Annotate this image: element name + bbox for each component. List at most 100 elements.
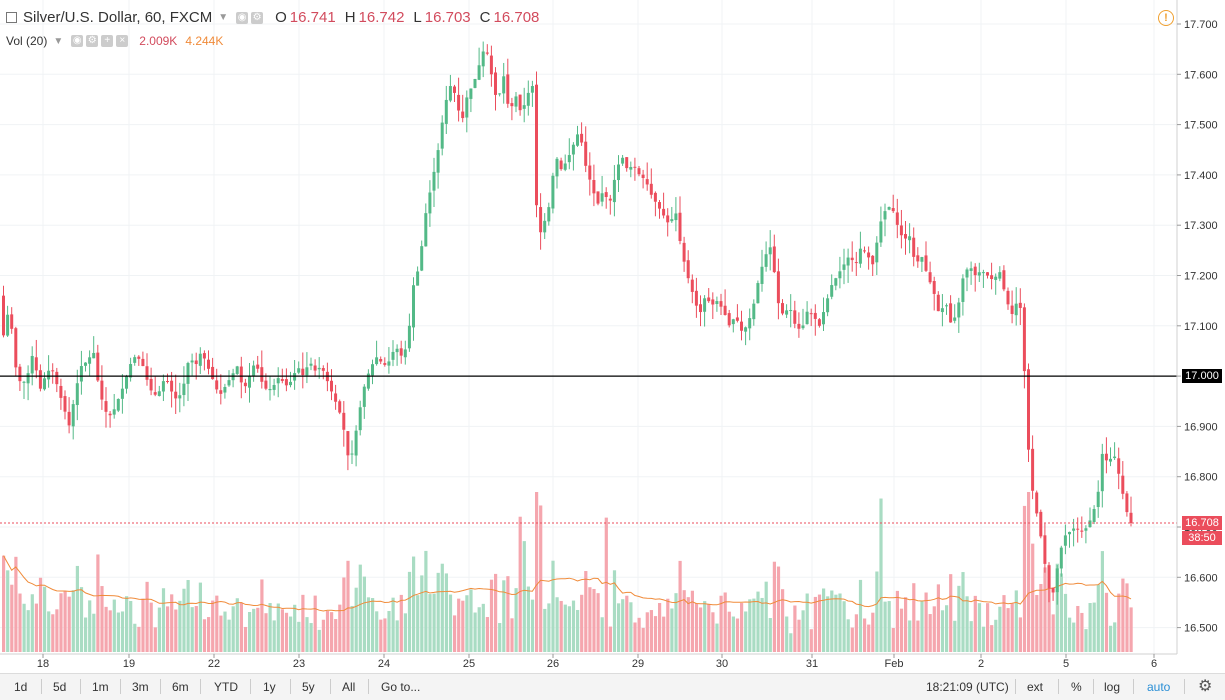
- candle-body: [161, 381, 165, 392]
- candle-body: [428, 192, 432, 214]
- volume-bar: [330, 612, 334, 652]
- chart-canvas[interactable]: 17.700 17.600 17.500 17.400 17.300 17.200 17.1…: [0, 0, 1225, 673]
- volume-bar: [317, 629, 321, 652]
- volume-bar: [945, 605, 949, 652]
- volume-bar: [936, 584, 940, 652]
- volume-bar: [649, 610, 653, 652]
- y-tick-label: 17.500: [1184, 120, 1218, 132]
- volume-bar: [1068, 617, 1072, 652]
- high-value: 16.742: [358, 9, 405, 26]
- volume-bar: [596, 593, 600, 652]
- chevron-down-icon[interactable]: ▼: [53, 35, 64, 47]
- ext-toggle[interactable]: ext: [1027, 680, 1044, 694]
- range-5y-button[interactable]: 5y: [302, 680, 315, 694]
- range-5d-button[interactable]: 5d: [53, 680, 67, 694]
- volume-bar: [174, 609, 178, 652]
- volume-bar: [63, 591, 67, 652]
- volume-bar: [809, 629, 813, 652]
- range-1m-button[interactable]: 1m: [92, 680, 109, 694]
- time-axis[interactable]: 18 19 22 23 24 25 26 29 30 31 Feb 2 5 6: [37, 654, 1157, 670]
- candle-body: [580, 133, 584, 143]
- symbol-title[interactable]: Silver/U.S. Dollar, 60, FXCM: [23, 9, 213, 26]
- auto-toggle[interactable]: auto: [1147, 680, 1171, 694]
- candle-body: [703, 298, 707, 312]
- volume-bar: [276, 603, 280, 652]
- volume-bar: [354, 587, 358, 652]
- candle-body: [846, 257, 850, 266]
- chevron-down-icon[interactable]: ▼: [218, 12, 229, 23]
- range-6m-button[interactable]: 6m: [172, 680, 189, 694]
- range-3m-button[interactable]: 3m: [132, 680, 149, 694]
- candle-body: [211, 366, 215, 380]
- percent-toggle[interactable]: %: [1071, 680, 1082, 694]
- volume-bar: [26, 610, 30, 652]
- candle-body: [494, 72, 497, 95]
- volume-bar: [715, 623, 719, 652]
- candle-body: [313, 365, 317, 371]
- volume-bar: [899, 608, 904, 652]
- range-ytd-button[interactable]: YTD: [214, 680, 238, 694]
- candle-body: [338, 401, 342, 413]
- candle-body: [1100, 453, 1104, 492]
- range-1y-button[interactable]: 1y: [263, 680, 276, 694]
- go-to-button[interactable]: Go to...: [381, 680, 421, 694]
- candle-body: [469, 88, 473, 99]
- volume-bar: [1080, 612, 1084, 652]
- log-toggle[interactable]: log: [1104, 680, 1121, 694]
- volume-bar: [79, 587, 84, 652]
- range-1d-button[interactable]: 1d: [14, 680, 28, 694]
- volume-bar: [748, 599, 752, 652]
- candle-body: [904, 234, 907, 239]
- collapse-legend-icon[interactable]: [6, 12, 17, 23]
- alert-icon[interactable]: !: [1158, 10, 1174, 26]
- divider: [1058, 679, 1059, 694]
- gear-icon[interactable]: ⚙: [1198, 678, 1213, 695]
- candle-body: [18, 366, 22, 382]
- last-price-label: 16.708: [1182, 515, 1222, 530]
- candle-body: [178, 395, 182, 399]
- candle-body: [412, 285, 415, 328]
- volume-bar: [104, 606, 108, 652]
- candle-body: [957, 302, 961, 318]
- volume-bar: [641, 627, 645, 652]
- candle-body: [731, 319, 735, 325]
- volume-bar: [166, 606, 170, 652]
- price-axis[interactable]: 17.700 17.600 17.500 17.400 17.300 17.200 17.1…: [1177, 19, 1218, 635]
- candle-body: [936, 294, 940, 312]
- candle-body: [375, 357, 379, 365]
- candle-body: [994, 276, 998, 280]
- volume-bar: [666, 598, 670, 652]
- candle-body: [481, 51, 485, 67]
- candle-body: [366, 373, 370, 389]
- volume-bar: [1096, 584, 1100, 652]
- settings-icon[interactable]: ⚙: [251, 11, 264, 24]
- candle-body: [223, 386, 227, 393]
- eye-icon[interactable]: ◉: [236, 11, 249, 24]
- volume-bar: [75, 565, 79, 652]
- settings-icon[interactable]: ⚙: [86, 35, 99, 47]
- candle-body: [444, 99, 448, 124]
- volume-bar: [1018, 617, 1022, 652]
- candle-body: [67, 411, 71, 426]
- range-all-button[interactable]: All: [342, 680, 356, 694]
- candle-body: [571, 144, 575, 155]
- volume-bar: [375, 611, 379, 652]
- candle-body: [772, 246, 776, 273]
- volume-bar: [420, 575, 424, 652]
- volume-bar: [453, 615, 457, 652]
- volume-bar: [854, 614, 858, 652]
- volume-bar: [268, 603, 272, 652]
- candle-body: [641, 174, 645, 179]
- close-icon[interactable]: ×: [116, 35, 129, 47]
- x-tick-label: 5: [1063, 658, 1069, 670]
- volume-bar: [723, 592, 727, 652]
- volume-indicator-title[interactable]: Vol (20): [6, 34, 48, 48]
- candle-body: [1014, 303, 1018, 316]
- volume-bar: [1100, 551, 1104, 652]
- volume-bar: [260, 579, 264, 652]
- volume-bar: [313, 595, 317, 652]
- plus-icon[interactable]: +: [101, 35, 114, 47]
- candle-body: [686, 260, 690, 279]
- candle-body: [182, 383, 186, 396]
- eye-icon[interactable]: ◉: [71, 35, 84, 47]
